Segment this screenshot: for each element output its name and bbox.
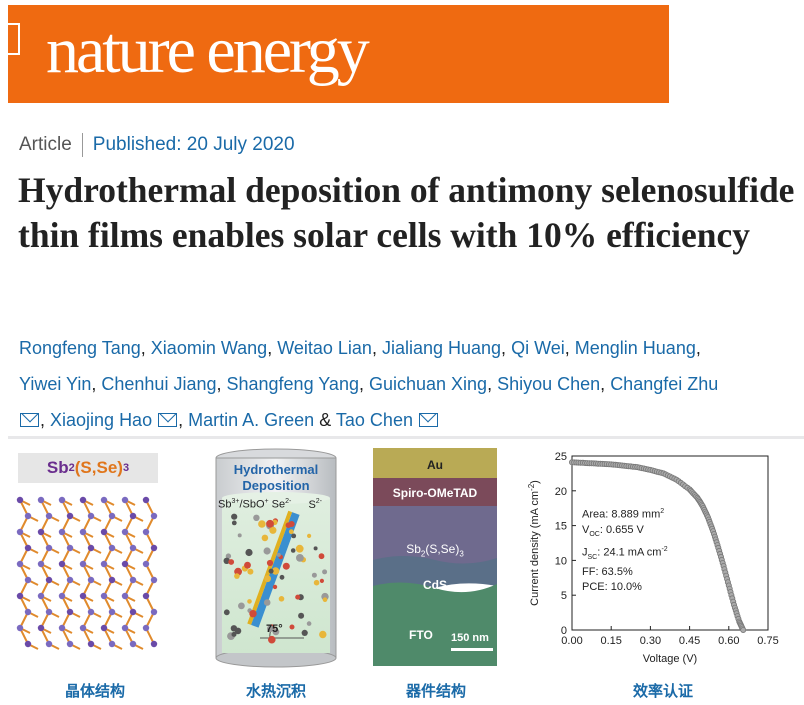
annotation-ff: FF: 63.5% <box>582 565 633 578</box>
author-link[interactable]: Shangfeng Yang <box>226 374 359 394</box>
journal-logo[interactable]: nature energy <box>46 14 370 87</box>
x-tick-label: 0.30 <box>640 635 661 647</box>
plot-frame <box>571 455 769 631</box>
author-link[interactable]: Jialiang Huang <box>381 338 502 358</box>
annotation-pce: PCE: 10.0% <box>582 580 642 593</box>
mail-icon[interactable] <box>158 413 178 427</box>
x-axis-label: Voltage (V) <box>643 653 697 665</box>
scale-bar-label: 150 nm <box>451 632 489 644</box>
autoclave-illustration <box>215 448 337 668</box>
x-tick-label: 0.15 <box>600 635 621 647</box>
author-link[interactable]: Weitao Lian <box>277 338 372 358</box>
y-axis-label: Current density (mA cm-2) <box>527 480 541 606</box>
scale-bar <box>451 648 493 651</box>
layer-absorber: Sb2(S,Se)3 <box>406 542 464 559</box>
y-tick-label: 5 <box>561 590 567 602</box>
author-line-1: Rongfeng Tang, Xiaomin Wang, Weitao Lian… <box>19 338 701 358</box>
jv-annotations: Area: 8.889 mm2 VOC: 0.655 V JSC: 24.1 m… <box>582 504 668 595</box>
annotation-area: Area: 8.889 mm2 <box>582 508 665 521</box>
hydrothermal-panel: Hydrothermal Deposition Sb3+/SbO+ Se2- S… <box>212 448 340 673</box>
layer-fto: FTO <box>409 628 433 642</box>
device-caption: 器件结构 <box>405 683 466 700</box>
crystal-caption: 晶体结构 <box>64 683 125 700</box>
mail-icon[interactable] <box>20 413 39 427</box>
y-tick-label: 10 <box>555 555 567 567</box>
y-tick-label: 15 <box>555 521 567 533</box>
author-link[interactable]: Guichuan Xing <box>368 374 488 394</box>
author-link[interactable]: Martin A. Green <box>188 410 315 430</box>
journal-banner: nature energy <box>8 5 669 103</box>
author-link[interactable]: Qi Wei <box>511 338 565 358</box>
crystal-lattice-illustration <box>16 496 158 650</box>
article-type: Article <box>19 134 72 155</box>
author-link[interactable]: Yiwei Yin <box>19 374 92 394</box>
author-link[interactable]: Xiaojing Hao <box>50 410 153 430</box>
layer-au: Au <box>427 458 443 472</box>
device-cross-section-image <box>373 448 497 666</box>
article-meta: Article Published: 20 July 2020 <box>19 132 295 158</box>
tilt-angle-label: 75° <box>266 623 283 635</box>
divider <box>8 436 804 439</box>
x-tick-label: 0.75 <box>757 635 778 647</box>
y-tick-label: 20 <box>555 486 567 498</box>
author-link[interactable]: Shiyou Chen <box>497 374 601 394</box>
annotation-voc: VOC: 0.655 V <box>582 523 644 538</box>
jv-curve-panel: 0.00 0.15 0.30 0.45 0.60 0.75 0 5 10 15 20 25 Voltag… <box>520 448 802 674</box>
article-title: Hydrothermal deposition of antimony sele… <box>18 170 795 255</box>
jv-data-point <box>740 626 747 633</box>
crystal-structure-panel: Sb 2 (S,Se) 3 <box>10 448 172 664</box>
author-line-2: Yiwei Yin, Chenhui Jiang, Shangfeng Yang… <box>19 374 719 394</box>
author-link[interactable]: Xiaomin Wang <box>150 338 268 358</box>
crystal-formula: Sb 2 (S,Se) 3 <box>18 453 158 483</box>
precursor-labels: Sb3+/SbO+ Se2- S2- <box>218 498 323 511</box>
jv-chart: 0.00 0.15 0.30 0.45 0.60 0.75 0 5 10 15 20 25 Voltag… <box>527 451 779 665</box>
author-link[interactable]: Changfei Zhu <box>610 374 719 394</box>
jv-caption: 效率认证 <box>632 683 693 700</box>
hydrothermal-title: Hydrothermal Deposition <box>233 462 319 493</box>
x-tick-label: 0.00 <box>561 635 582 647</box>
annotation-jsc: JSC: 24.1 mA cm-2 <box>582 545 668 561</box>
author-line-3: , Xiaojing Hao , Martin A. Green & Tao C… <box>19 402 803 438</box>
ampersand: & <box>319 410 332 430</box>
mail-icon[interactable] <box>418 413 438 427</box>
x-tick-label: 0.60 <box>718 635 739 647</box>
x-tick-label: 0.45 <box>679 635 700 647</box>
author-link[interactable]: Chenhui Jiang <box>101 374 217 394</box>
author-link[interactable]: Tao Chen <box>335 410 413 430</box>
y-tick-label: 0 <box>561 625 567 637</box>
author-link[interactable]: Menglin Huang <box>574 338 696 358</box>
hydrothermal-caption: 水热沉积 <box>245 683 306 700</box>
y-tick-label: 25 <box>555 451 567 463</box>
author-list: Rongfeng Tang, Xiaomin Wang, Weitao Lian… <box>19 330 803 438</box>
banner-mark <box>8 23 20 55</box>
author-link[interactable]: Rongfeng Tang <box>19 338 141 358</box>
device-structure-panel: Au Spiro-OMeTAD Sb2(S,Se)3 CdS FTO 150 n… <box>373 448 497 666</box>
layer-cds: CdS <box>423 578 447 592</box>
meta-divider <box>81 133 83 157</box>
layer-spiro: Spiro-OMeTAD <box>392 486 478 500</box>
published-date[interactable]: Published: 20 July 2020 <box>92 134 295 155</box>
